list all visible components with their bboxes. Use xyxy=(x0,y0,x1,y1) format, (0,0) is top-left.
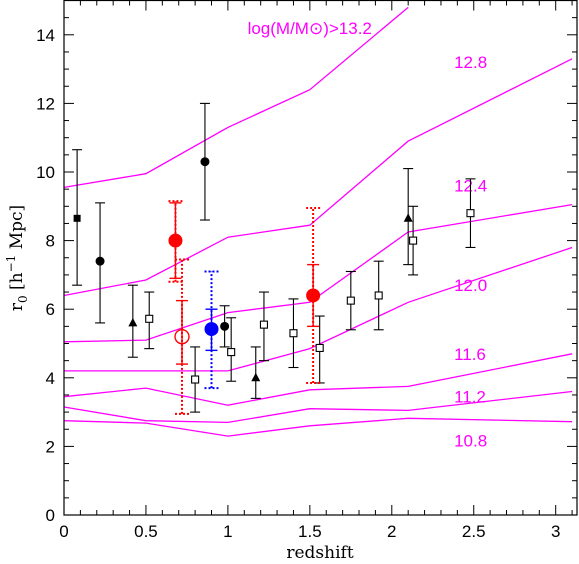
x-tick-label: 2 xyxy=(387,522,396,541)
open-square-marker xyxy=(466,209,475,218)
curve-label: 12.8 xyxy=(454,53,487,72)
y-axis-title-bracket: [h xyxy=(7,272,27,295)
x-tick-label: 0 xyxy=(59,522,68,541)
halo-mass-curve xyxy=(63,203,573,343)
x-tick-label: 2.5 xyxy=(462,522,486,541)
data-points xyxy=(72,102,476,415)
halo-mass-curve xyxy=(63,6,409,189)
big-filled-circle-marker xyxy=(168,233,183,248)
halo-mass-curve xyxy=(63,58,573,297)
halo-mass-curve-labels: log(M/M⊙)>13.212.812.412.011.611.210.8 xyxy=(248,19,488,451)
y-tick-label: 10 xyxy=(36,163,55,182)
x-tick-label: 0.5 xyxy=(134,522,158,541)
x-axis-title: redshift xyxy=(286,543,353,563)
plot-frame xyxy=(63,0,578,516)
x-tick-label: 1 xyxy=(223,522,232,541)
curve-label: 11.6 xyxy=(454,345,486,364)
open-square-marker xyxy=(315,343,324,353)
halo-mass-curve xyxy=(63,353,573,406)
filled-circle-marker xyxy=(220,321,230,331)
open-square-marker xyxy=(145,314,154,323)
tick-labels: 0 0.5 1 1.5 2 2.5 3 0 2 4 6 8 10 12 14 xyxy=(36,26,560,541)
halo-mass-curve xyxy=(64,246,573,372)
open-square-marker xyxy=(289,329,298,338)
curve-label: 12.0 xyxy=(454,276,487,295)
curve-label: 11.2 xyxy=(454,388,486,407)
y-tick-label: 4 xyxy=(46,369,55,388)
y-tick-label: 6 xyxy=(46,300,55,319)
y-axis-title-sub: 0 xyxy=(16,295,30,303)
y-axis-title-unit: Mpc] xyxy=(7,205,27,255)
open-square-marker xyxy=(191,375,200,384)
y-tick-label: 2 xyxy=(46,437,55,456)
filled-circle-marker xyxy=(200,157,210,167)
halo-mass-curve xyxy=(63,417,573,437)
big-filled-circle-marker xyxy=(306,288,321,303)
filled-triangle-marker xyxy=(128,317,138,327)
open-square-marker xyxy=(409,236,418,245)
filled-circle-marker xyxy=(95,256,105,266)
filled-triangle-marker xyxy=(403,213,413,222)
open-square-marker xyxy=(346,296,355,305)
open-square-marker xyxy=(374,291,383,300)
open-square-marker xyxy=(227,348,236,357)
big-filled-circle-marker xyxy=(204,322,219,337)
axis-ticks xyxy=(64,0,577,515)
y-tick-label: 14 xyxy=(36,26,55,45)
big-open-circle-marker xyxy=(174,328,190,345)
curve-label: log(M/M⊙)>13.2 xyxy=(248,19,372,38)
open-square-marker xyxy=(259,320,269,329)
y-axis-title-sup: −1 xyxy=(4,255,18,273)
y-tick-label: 8 xyxy=(46,232,55,251)
y-tick-label: 12 xyxy=(36,94,55,113)
y-tick-label: 0 xyxy=(46,506,55,525)
x-tick-label: 3 xyxy=(551,522,560,541)
filled-triangle-marker xyxy=(251,372,261,382)
y-axis-title: r0 [h−1 Mpc] xyxy=(4,205,30,311)
halo-mass-curves xyxy=(63,6,573,437)
halo-mass-curve xyxy=(63,390,573,424)
curve-label: 10.8 xyxy=(454,432,487,451)
x-tick-label: 1.5 xyxy=(298,522,322,541)
filled-square-marker xyxy=(73,214,81,222)
y-axis-title-main: r xyxy=(7,302,27,311)
